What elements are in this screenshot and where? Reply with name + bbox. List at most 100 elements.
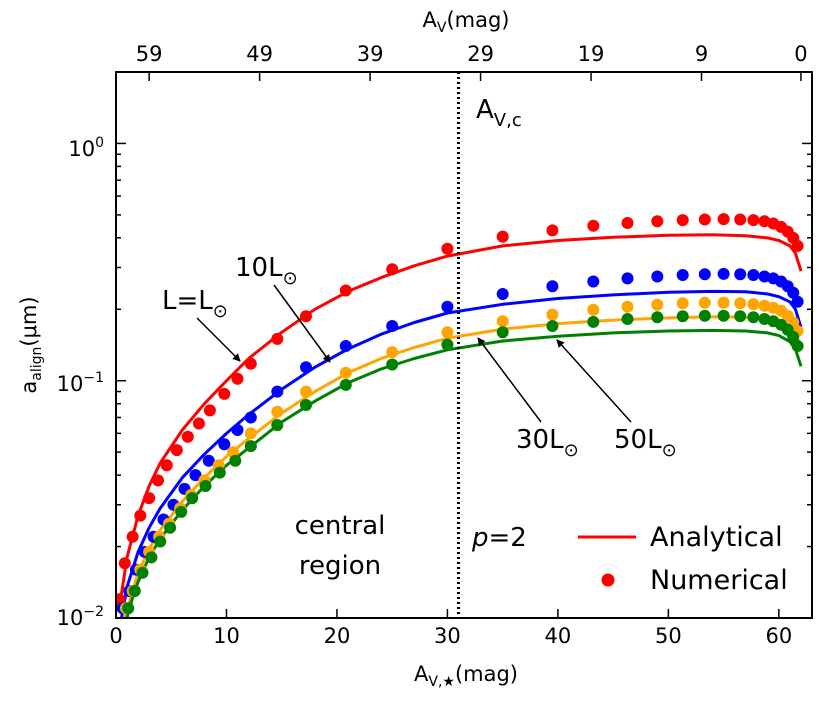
lum-label-1: L=L⊙ <box>162 286 228 322</box>
numerical-point-L=Lsun-24 <box>676 214 689 227</box>
numerical-point-50Lsun-13 <box>300 399 312 411</box>
arrow-lum-30 <box>477 337 542 423</box>
numerical-point-50Lsun-16 <box>441 338 454 351</box>
numerical-point-50Lsun-9 <box>213 466 226 479</box>
numerical-point-L=Lsun-34 <box>791 239 804 252</box>
numerical-point-L=Lsun-28 <box>747 214 760 227</box>
x-tick-label-30: 30 <box>434 624 461 648</box>
numerical-point-L=Lsun-16 <box>339 284 352 297</box>
numerical-point-L=Lsun-26 <box>717 213 730 226</box>
x-axis-title: AV,★(mag) <box>414 662 518 690</box>
numerical-point-50Lsun-21 <box>651 311 664 324</box>
region-label-line2: region <box>299 551 381 581</box>
plot-frame <box>115 71 813 619</box>
numerical-point-50Lsun-2 <box>136 566 149 579</box>
analytical-line-L=Lsun <box>117 233 803 609</box>
numerical-point-50Lsun-3 <box>145 551 158 564</box>
numerical-point-L=Lsun-10 <box>203 404 216 417</box>
numerical-point-L=Lsun-22 <box>621 217 634 229</box>
x-tick-label-40: 40 <box>545 624 572 648</box>
numerical-point-L=Lsun-3 <box>134 509 147 522</box>
axis-ticks <box>115 71 812 619</box>
numerical-point-L=Lsun-4 <box>143 492 156 505</box>
numerical-point-L=Lsun-8 <box>181 430 194 443</box>
numerical-point-L=Lsun-1 <box>118 557 131 570</box>
numerical-point-30Lsun-16 <box>441 326 454 339</box>
region-label-line1: central <box>295 511 386 541</box>
numerical-point-L=Lsun-13 <box>244 357 257 370</box>
numerical-point-10Lsun-10 <box>218 438 231 451</box>
numerical-point-10Lsun-23 <box>676 269 689 281</box>
numerical-point-L=Lsun-9 <box>192 417 205 430</box>
numerical-point-10Lsun-12 <box>244 411 257 424</box>
numerical-point-L=Lsun-19 <box>496 230 509 243</box>
numerical-point-L=Lsun-27 <box>734 213 747 226</box>
numerical-point-30Lsun-14 <box>339 366 352 379</box>
numerical-point-50Lsun-22 <box>676 310 689 323</box>
numerical-point-30Lsun-25 <box>734 297 747 310</box>
top-tick-label-59: 59 <box>136 42 163 66</box>
numerical-points <box>116 213 804 615</box>
numerical-point-50Lsun-1 <box>128 585 141 597</box>
numerical-point-30Lsun-15 <box>386 346 399 359</box>
numerical-point-L=Lsun-18 <box>441 242 454 255</box>
numerical-point-30Lsun-22 <box>676 297 689 310</box>
numerical-point-10Lsun-27 <box>747 269 760 281</box>
numerical-point-50Lsun-7 <box>186 492 199 505</box>
numerical-point-30Lsun-12 <box>271 405 284 418</box>
numerical-point-L=Lsun-25 <box>698 213 711 226</box>
x-tick-label-20: 20 <box>324 624 351 648</box>
legend: Analytical Numerical <box>578 522 788 596</box>
numerical-point-30Lsun-18 <box>546 308 559 321</box>
numerical-point-10Lsun-19 <box>546 280 559 293</box>
y-tick-label-1e0: 100 <box>68 135 104 161</box>
numerical-point-10Lsun-24 <box>698 268 711 281</box>
x-tick-label-0: 0 <box>109 624 122 648</box>
numerical-point-10Lsun-20 <box>587 275 600 288</box>
lum-label-50: 50L⊙ <box>614 425 677 461</box>
numerical-point-10Lsun-22 <box>651 270 664 283</box>
numerical-point-L=Lsun-6 <box>160 459 173 472</box>
numerical-point-30Lsun-13 <box>300 385 312 398</box>
numerical-point-50Lsun-19 <box>587 315 600 328</box>
x-tick-label-10: 10 <box>213 624 240 648</box>
numerical-point-50Lsun-11 <box>244 440 257 453</box>
numerical-point-L=Lsun-7 <box>170 444 183 457</box>
numerical-point-10Lsun-26 <box>734 268 747 281</box>
x-tick-label-60: 60 <box>765 624 792 648</box>
lum-label-30: 30L⊙ <box>516 425 579 461</box>
numerical-point-50Lsun-32 <box>791 340 804 352</box>
numerical-point-50Lsun-15 <box>386 358 399 371</box>
numerical-point-30Lsun-26 <box>747 298 760 311</box>
numerical-point-50Lsun-23 <box>698 309 711 322</box>
numerical-point-50Lsun-20 <box>621 313 634 325</box>
numerical-point-L=Lsun-17 <box>386 263 399 276</box>
numerical-point-50Lsun-17 <box>496 326 509 339</box>
numerical-point-L=Lsun-23 <box>651 215 664 228</box>
numerical-point-50Lsun-8 <box>199 480 212 492</box>
numerical-point-10Lsun-16 <box>386 320 399 332</box>
numerical-point-10Lsun-25 <box>717 267 730 280</box>
numerical-point-10Lsun-18 <box>496 288 509 300</box>
numerical-point-50Lsun-12 <box>271 419 284 432</box>
arrow-lum-10 <box>273 284 331 363</box>
p-parameter-label: p=2 <box>471 523 527 553</box>
numerical-point-30Lsun-11 <box>244 427 257 440</box>
numerical-point-30Lsun-19 <box>587 303 600 316</box>
numerical-point-30Lsun-21 <box>651 298 664 311</box>
numerical-point-50Lsun-0 <box>122 602 135 615</box>
analytical-curves <box>117 233 803 618</box>
numerical-point-L=Lsun-12 <box>231 372 244 385</box>
numerical-point-10Lsun-17 <box>441 300 454 313</box>
top-tick-label-39: 39 <box>357 42 384 66</box>
numerical-point-30Lsun-24 <box>717 296 730 309</box>
numerical-point-50Lsun-24 <box>717 309 730 322</box>
numerical-point-10Lsun-21 <box>621 272 634 285</box>
numerical-point-10Lsun-15 <box>339 340 352 352</box>
numerical-point-50Lsun-25 <box>734 310 747 323</box>
top-tick-label-29: 29 <box>467 42 494 66</box>
av-c-label: AV,c <box>476 95 522 131</box>
numerical-point-30Lsun-23 <box>698 296 711 309</box>
numerical-point-10Lsun-9 <box>202 454 215 467</box>
numerical-point-50Lsun-10 <box>229 454 242 467</box>
